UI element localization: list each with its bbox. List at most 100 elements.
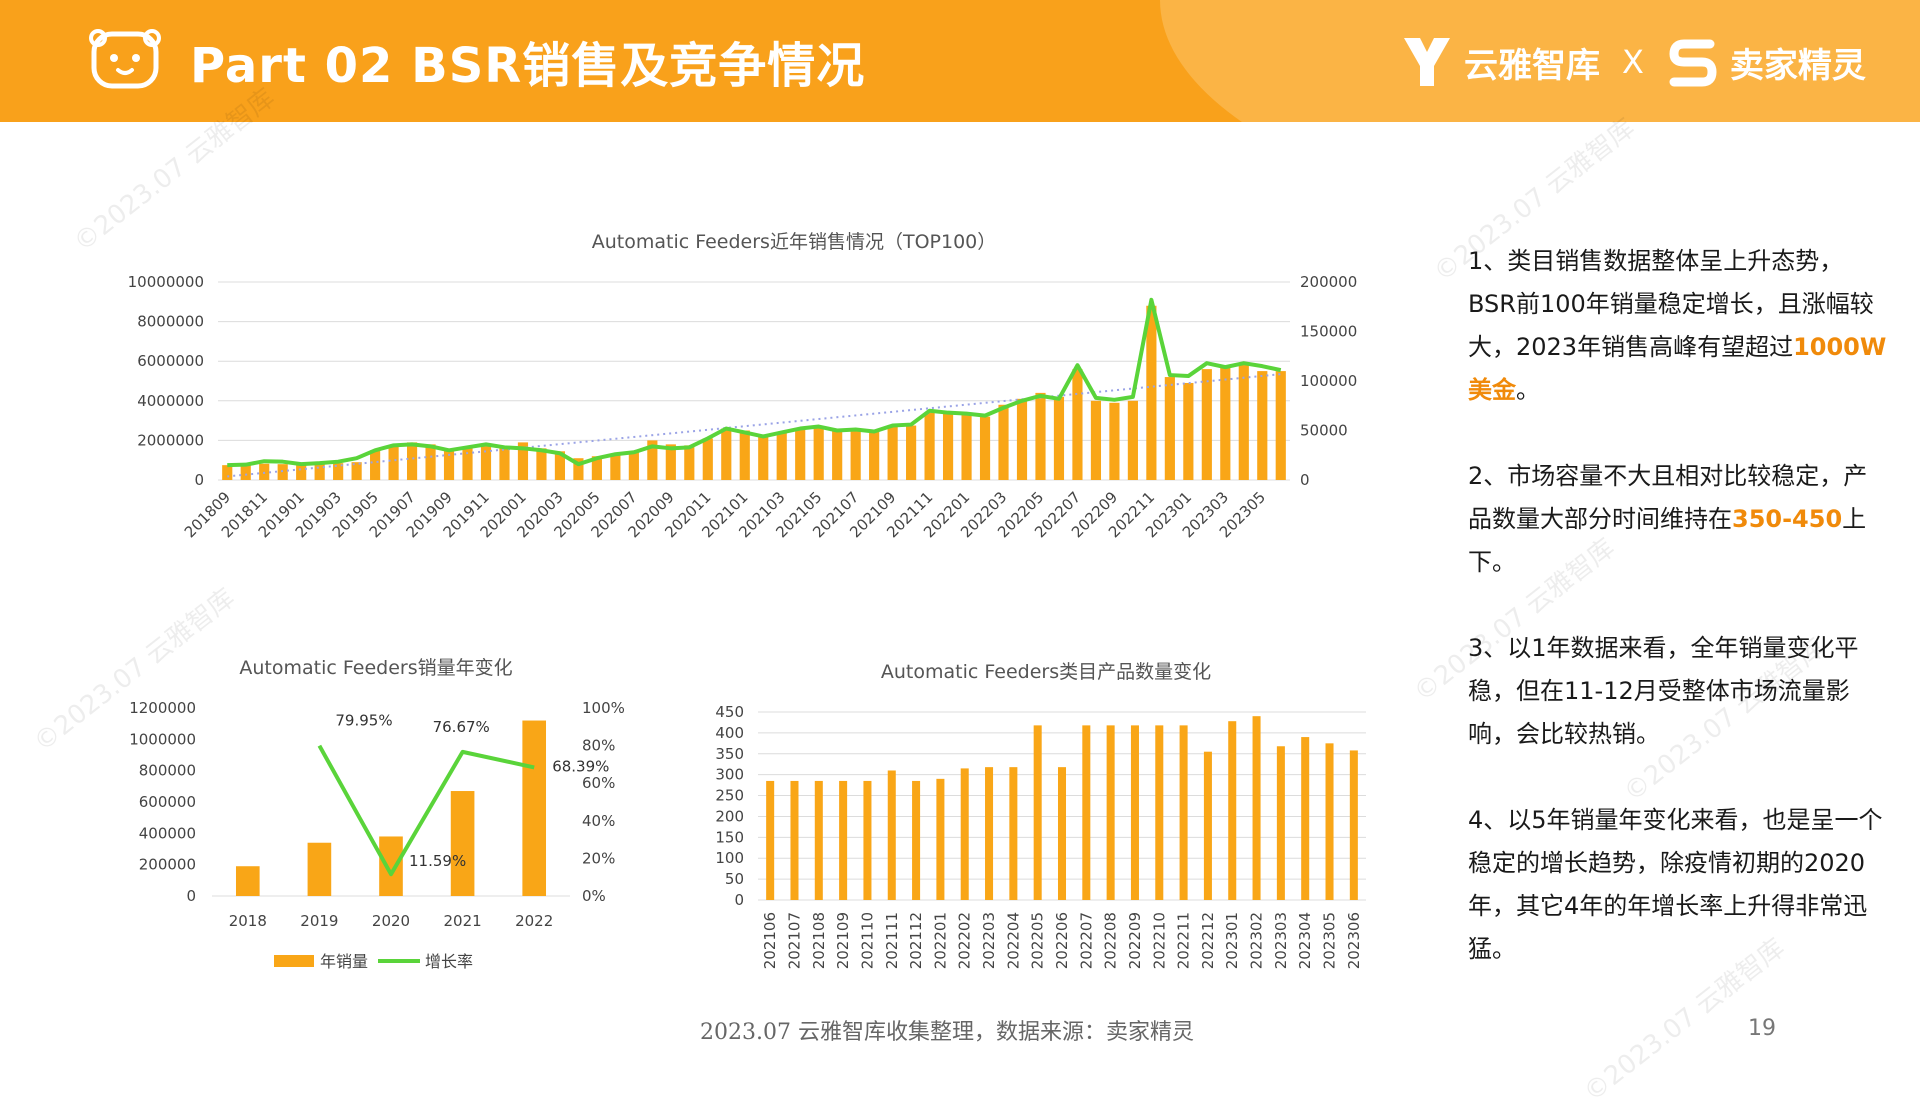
chart1-bar xyxy=(832,430,843,480)
footer-source: 2023.07 云雅智库收集整理，数据来源：卖家精灵 xyxy=(700,1020,1194,1045)
chart3-y-tick: 300 xyxy=(715,766,744,784)
chart3-x-tick: 202107 xyxy=(785,912,803,969)
chart3-y-tick: 50 xyxy=(725,870,744,888)
note-1-text: 1、类目销售数据整体呈上升态势，BSR前100年销量稳定增长，且涨幅较大，202… xyxy=(1468,247,1874,361)
chart2-left-tick: 800000 xyxy=(139,762,196,780)
chart3-x-tick: 202211 xyxy=(1175,912,1193,969)
chart3-x-tick: 202206 xyxy=(1053,912,1071,969)
chart1-left-tick: 8000000 xyxy=(137,313,204,331)
chart3-x-tick: 202110 xyxy=(858,912,876,969)
chart1-bar xyxy=(758,434,769,480)
chart1-bar xyxy=(1183,382,1194,480)
brand-yunya: 云雅智库 xyxy=(1464,45,1600,86)
chart2-data-label: 11.59% xyxy=(409,852,466,870)
chart1-bar xyxy=(1053,396,1065,480)
note-3: 3、以1年数据来看，全年销量变化平稳，但在11-12月受整体市场流量影响，会比较… xyxy=(1468,627,1888,756)
chart3-bar xyxy=(960,768,969,900)
chart3-bar xyxy=(1033,725,1042,900)
chart1-title: Automatic Feeders近年销售情况（TOP100） xyxy=(592,231,997,253)
chart3-x-tick: 202201 xyxy=(931,912,949,969)
chart1-bar xyxy=(1109,402,1120,480)
chart1-bar xyxy=(1035,392,1046,480)
chart1-bar xyxy=(388,446,399,480)
chart1-bar xyxy=(443,449,455,480)
chart2-right-tick: 20% xyxy=(582,849,615,867)
chart1-bar xyxy=(998,404,1009,480)
page-title: Part 02 BSR销售及竞争情况 xyxy=(190,38,866,94)
chart2-right-tick: 40% xyxy=(582,812,615,830)
chart3-bar xyxy=(839,780,848,900)
note-3-text: 3、以1年数据来看，全年销量变化平稳，但在11-12月受整体市场流量影响，会比较… xyxy=(1468,634,1859,748)
chart1-bar xyxy=(499,446,510,480)
chart1-bar xyxy=(554,451,566,480)
maijia-logo-icon xyxy=(1669,39,1717,87)
chart1-trendline xyxy=(227,373,1281,478)
chart3-x-tick: 202305 xyxy=(1321,912,1339,969)
chart3-x-tick: 202109 xyxy=(834,912,852,969)
chart1-right-tick: 150000 xyxy=(1300,323,1357,341)
note-1-tail: 。 xyxy=(1516,376,1540,404)
chart2-legend-bar-label: 年销量 xyxy=(320,952,368,971)
chart1-bar xyxy=(647,440,658,480)
chart2-data-label: 79.95% xyxy=(335,712,392,730)
chart1-bar xyxy=(222,465,233,480)
chart3-bar xyxy=(1203,751,1212,900)
chart1-bar xyxy=(628,451,639,480)
chart3-y-tick: 100 xyxy=(715,849,744,867)
chart1-bar xyxy=(795,428,806,480)
chart3-x-tick: 202108 xyxy=(810,912,828,969)
chart1-right-tick: 50000 xyxy=(1300,422,1348,440)
chart2-right-tick: 100% xyxy=(582,699,625,717)
chart1-bar xyxy=(924,412,935,480)
chart1-right-tick: 100000 xyxy=(1300,372,1357,390)
brand-group: 云雅智库 X 卖家精灵 xyxy=(1400,34,1866,90)
note-1-highlight: 1000W美金 xyxy=(1468,333,1887,404)
chart3-bar xyxy=(1349,750,1358,900)
chart3-x-tick: 202303 xyxy=(1272,912,1290,969)
chart1-bar xyxy=(1090,400,1102,480)
chart1-bar xyxy=(406,442,418,480)
chart1-bar xyxy=(425,444,436,480)
chart3-bar xyxy=(1252,716,1261,900)
chart1-bar xyxy=(869,431,880,480)
chart2-line xyxy=(317,744,535,877)
chart3-y-tick: 400 xyxy=(715,724,744,742)
chart1-bar xyxy=(1238,363,1249,480)
chart2-legend-line-label: 增长率 xyxy=(425,952,473,971)
note-2-tail: 上下。 xyxy=(1468,505,1867,576)
chart3-x-tick: 202306 xyxy=(1345,912,1363,969)
chart1-bar xyxy=(536,448,547,480)
chart1-bar xyxy=(1072,369,1083,480)
chart2-x-tick: 2018 xyxy=(229,912,267,930)
chart1-bar xyxy=(887,426,898,480)
chart1-bar xyxy=(1146,305,1157,480)
chart2-left-tick: 200000 xyxy=(139,856,196,874)
chart2-x-tick: 2022 xyxy=(515,912,553,930)
chart3-x-tick: 202204 xyxy=(1004,912,1022,969)
page-number: 19 xyxy=(1748,1016,1776,1041)
chart3-bar xyxy=(887,770,896,900)
charts-canvas: Automatic Feeders近年销售情况（TOP100）020000004… xyxy=(128,231,1366,971)
note-4: 4、以5年销量年变化来看，也是呈一个稳定的增长趋势，除疫情初期的2020年，其它… xyxy=(1468,799,1888,971)
chart3-bar xyxy=(814,780,823,900)
chart1-bar xyxy=(813,426,824,480)
chart3-bar xyxy=(1106,725,1115,900)
chart1-bar xyxy=(517,442,529,480)
chart3-bar xyxy=(1325,743,1334,900)
chart1-left-tick: 6000000 xyxy=(137,352,204,370)
chart1-right-tick: 200000 xyxy=(1300,273,1357,291)
chart1-right-tick: 0 xyxy=(1300,471,1310,489)
chart1-bar xyxy=(370,450,381,480)
chart1-bar xyxy=(942,412,954,480)
chart3-bar xyxy=(912,780,921,900)
chart3-y-tick: 350 xyxy=(715,745,744,763)
note-1: 1、类目销售数据整体呈上升态势，BSR前100年销量稳定增长，且涨幅较大，202… xyxy=(1468,240,1888,412)
chart3-bar xyxy=(766,780,775,900)
chart3-bar xyxy=(985,767,994,900)
chart2-bar xyxy=(307,842,332,896)
chart3-bar xyxy=(863,780,872,900)
chart3-bar xyxy=(936,778,945,900)
chart2-right-tick: 80% xyxy=(582,737,615,755)
note-2: 2、市场容量不大且相对比较稳定，产品数量大部分时间维持在350-450上下。 xyxy=(1468,455,1888,584)
chart3-x-tick: 202207 xyxy=(1077,912,1095,969)
